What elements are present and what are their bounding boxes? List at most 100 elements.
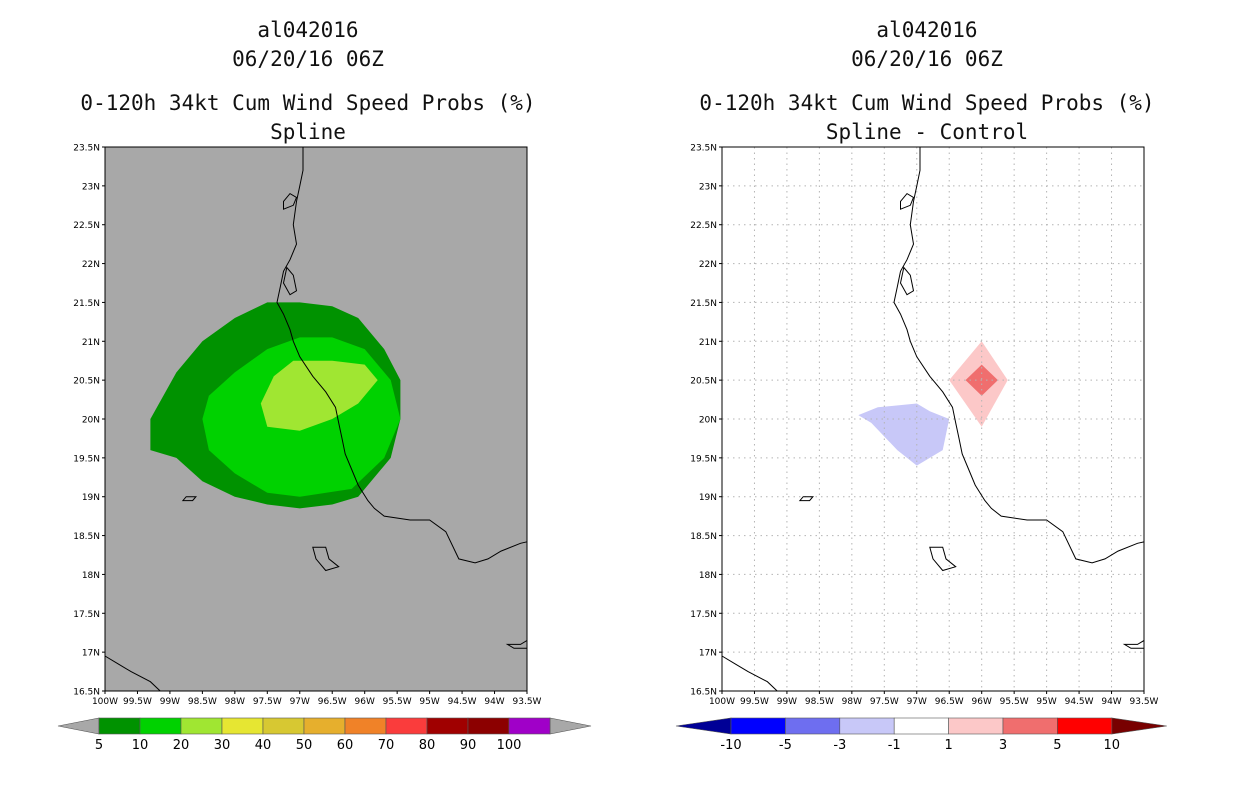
right-lon-label: 93.5W — [1130, 697, 1159, 707]
right-lat-label: 17N — [699, 649, 717, 659]
right-colorbar-swatch — [839, 717, 895, 735]
left-colorbar-swatch — [426, 717, 469, 735]
left-subtitle: Spline — [270, 120, 346, 144]
left-lat-label: 23N — [82, 182, 100, 192]
left-lon-label: 96W — [355, 697, 375, 707]
right-colorbar-swatch — [730, 717, 786, 735]
right-map-panel: 23.5N 23N 22.5N 22N 21.5N 21N 20.5N 20N 19.5N 19N… — [690, 144, 1158, 708]
left-colorbar-swatch — [303, 717, 346, 735]
right-colorbar-swatch — [1057, 717, 1113, 735]
left-lat-label: 19N — [82, 493, 100, 503]
right-lat-label: 17.5N — [690, 610, 717, 620]
left-colorbar-tick-label: 80 — [419, 738, 436, 753]
left-lat-label: 17.5N — [73, 610, 100, 620]
right-lon-label: 97.5W — [870, 697, 899, 707]
right-coastline — [893, 147, 1145, 564]
left-lon-label: 98.5W — [188, 697, 217, 707]
right-lon-label: 99.5W — [740, 697, 769, 707]
right-lat-label: 16.5N — [690, 688, 717, 698]
left-datetime: 06/20/16 06Z — [232, 47, 384, 71]
left-coast-outline — [283, 192, 298, 210]
right-colorbar-arrow-right — [1111, 717, 1167, 735]
left-colorbar-arrow-left — [57, 717, 100, 735]
right-lon-label: 98W — [842, 697, 862, 707]
right-lon-label: 94.5W — [1065, 697, 1094, 707]
left-colorbar-tick-label: 30 — [214, 738, 231, 753]
right-colorbar-swatch — [1002, 717, 1058, 735]
left-lat-label: 22.5N — [73, 221, 100, 231]
right-lat-label: 19N — [699, 493, 717, 503]
right-subtitle: Spline - Control — [825, 120, 1029, 144]
right-product-title: 0-120h 34kt Cum Wind Speed Probs (%) — [699, 91, 1155, 115]
right-colorbar-arrow-left — [675, 717, 732, 735]
left-lat-label: 19.5N — [73, 454, 100, 464]
right-colorbar-tick-label: 3 — [999, 738, 1007, 753]
left-product-title: 0-120h 34kt Cum Wind Speed Probs (%) — [80, 91, 536, 115]
left-colorbar-tick-label: 20 — [173, 738, 190, 753]
right-lat-label: 21.5N — [690, 299, 717, 309]
left-region-20-30 — [260, 360, 378, 431]
left-colorbar: 5 10 20 30 40 50 60 70 80 90 100 — [57, 717, 592, 753]
left-colorbar-swatch — [508, 717, 551, 735]
left-lat-label: 21N — [82, 338, 100, 348]
left-colorbar-tick-label: 10 — [132, 738, 149, 753]
left-lat-label: 18.5N — [73, 532, 100, 542]
right-lat-label: 18N — [699, 571, 717, 581]
right-coast-outline — [900, 192, 915, 210]
right-colorbar-tick-label: -1 — [888, 738, 901, 753]
left-storm-id: al042016 — [257, 18, 359, 42]
left-map-panel: 23.5N 23N 22.5N 22N 21.5N 21N 20.5N 20N 19.5N 19N… — [73, 144, 541, 708]
left-lon-label: 93.5W — [513, 697, 542, 707]
right-datetime: 06/20/16 06Z — [851, 47, 1003, 71]
left-lon-label: 100W — [92, 697, 118, 707]
left-colorbar-swatch — [467, 717, 510, 735]
left-lon-label: 95W — [419, 697, 439, 707]
left-lat-label: 20N — [82, 416, 100, 426]
left-colorbar-tick-label: 50 — [296, 738, 313, 753]
left-lon-label: 96.5W — [318, 697, 347, 707]
right-lon-label: 95W — [1036, 697, 1056, 707]
left-colorbar-tick-label: 70 — [378, 738, 395, 753]
right-lat-label: 20N — [699, 416, 717, 426]
right-colorbar-tick-label: 10 — [1104, 738, 1121, 753]
left-lat-label: 18N — [82, 571, 100, 581]
left-lon-label: 98W — [225, 697, 245, 707]
right-lat-label: 23N — [699, 182, 717, 192]
right-lon-label: 97W — [907, 697, 927, 707]
right-coastline-south — [721, 655, 778, 692]
right-lat-label: 21N — [699, 338, 717, 348]
right-colorbar-swatch — [948, 717, 1004, 735]
right-colorbar-swatch — [785, 717, 841, 735]
right-coast-outline — [899, 266, 915, 296]
left-colorbar-swatch — [385, 717, 428, 735]
left-lon-label: 97W — [290, 697, 310, 707]
left-colorbar-swatch — [344, 717, 387, 735]
right-lon-label: 94W — [1101, 697, 1121, 707]
right-lon-label: 99W — [777, 697, 797, 707]
right-lon-label: 96W — [972, 697, 992, 707]
left-lon-label: 94W — [484, 697, 504, 707]
left-lat-label: 16.5N — [73, 688, 100, 698]
right-storm-id: al042016 — [876, 18, 978, 42]
right-lon-label: 96.5W — [935, 697, 964, 707]
left-colorbar-swatch — [262, 717, 305, 735]
right-lon-label: 95.5W — [1000, 697, 1029, 707]
left-lat-label: 21.5N — [73, 299, 100, 309]
right-coast-outline — [929, 546, 957, 572]
left-coastline-south — [104, 655, 161, 692]
right-colorbar-tick-label: -10 — [720, 738, 741, 753]
right-colorbar: -10 -5 -3 -1 1 3 5 10 — [675, 717, 1167, 753]
left-colorbar-swatch — [139, 717, 182, 735]
right-colorbar-tick-label: -5 — [779, 738, 792, 753]
right-lat-label: 19.5N — [690, 454, 717, 464]
right-lon-label: 100W — [709, 697, 735, 707]
right-colorbar-tick-label: 1 — [944, 738, 952, 753]
left-lon-label: 95.5W — [383, 697, 412, 707]
left-colorbar-swatch — [98, 717, 141, 735]
left-lon-label: 99.5W — [123, 697, 152, 707]
left-lat-label: 20.5N — [73, 377, 100, 387]
left-colorbar-tick-label: 5 — [95, 738, 103, 753]
right-lat-label: 23.5N — [690, 144, 717, 154]
right-lat-label: 18.5N — [690, 532, 717, 542]
